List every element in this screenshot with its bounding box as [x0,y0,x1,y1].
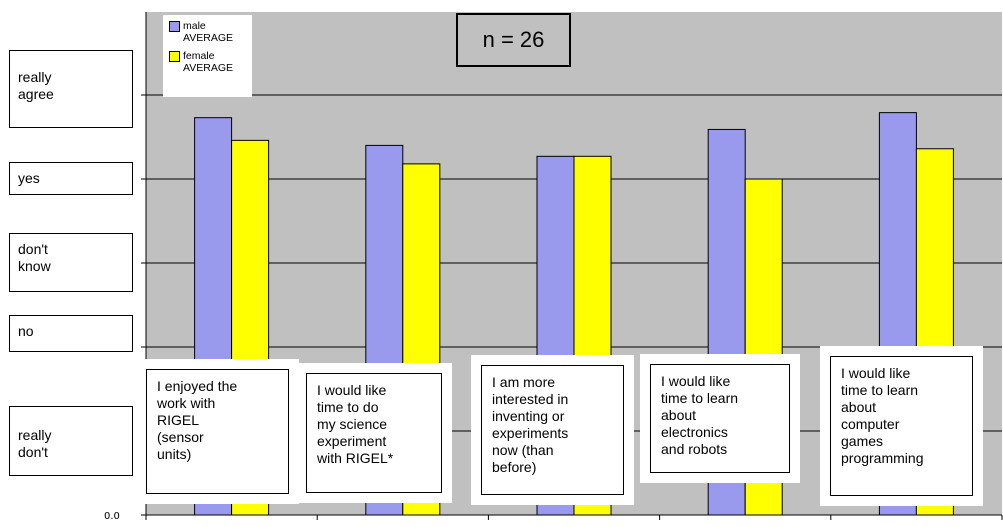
category-label-text: I enjoyed the work with RIGEL (sensor un… [146,369,289,494]
legend-swatch-male [169,21,180,32]
scale-label: don't know [9,233,133,292]
y-tick-label: 0.0 [104,511,120,522]
scale-label: no [9,315,133,352]
scale-label: yes [9,162,133,195]
legend-item-male: male AVERAGE [169,20,251,44]
category-label: I would like time to learn about compute… [824,350,979,502]
legend-swatch-female [169,51,180,62]
category-label-text: I would like time to learn about compute… [830,356,973,496]
scale-label: really don't [9,406,133,476]
category-label: I am more interested in inventing or exp… [475,359,630,501]
category-label: I would like time to do my science exper… [300,367,448,499]
legend: male AVERAGE female AVERAGE [163,15,252,97]
scale-label: really agree [9,50,133,128]
legend-item-female: female AVERAGE [169,50,251,74]
category-label-text: I would like time to learn about electro… [650,364,790,473]
category-label: I enjoyed the work with RIGEL (sensor un… [140,363,295,500]
category-label: I would like time to learn about electro… [644,358,796,479]
category-label-text: I would like time to do my science exper… [306,373,442,493]
category-label-text: I am more interested in inventing or exp… [481,365,624,495]
legend-label-male: male AVERAGE [183,20,233,44]
legend-label-female: female AVERAGE [183,50,233,74]
sample-size-annotation: n = 26 [456,13,571,67]
